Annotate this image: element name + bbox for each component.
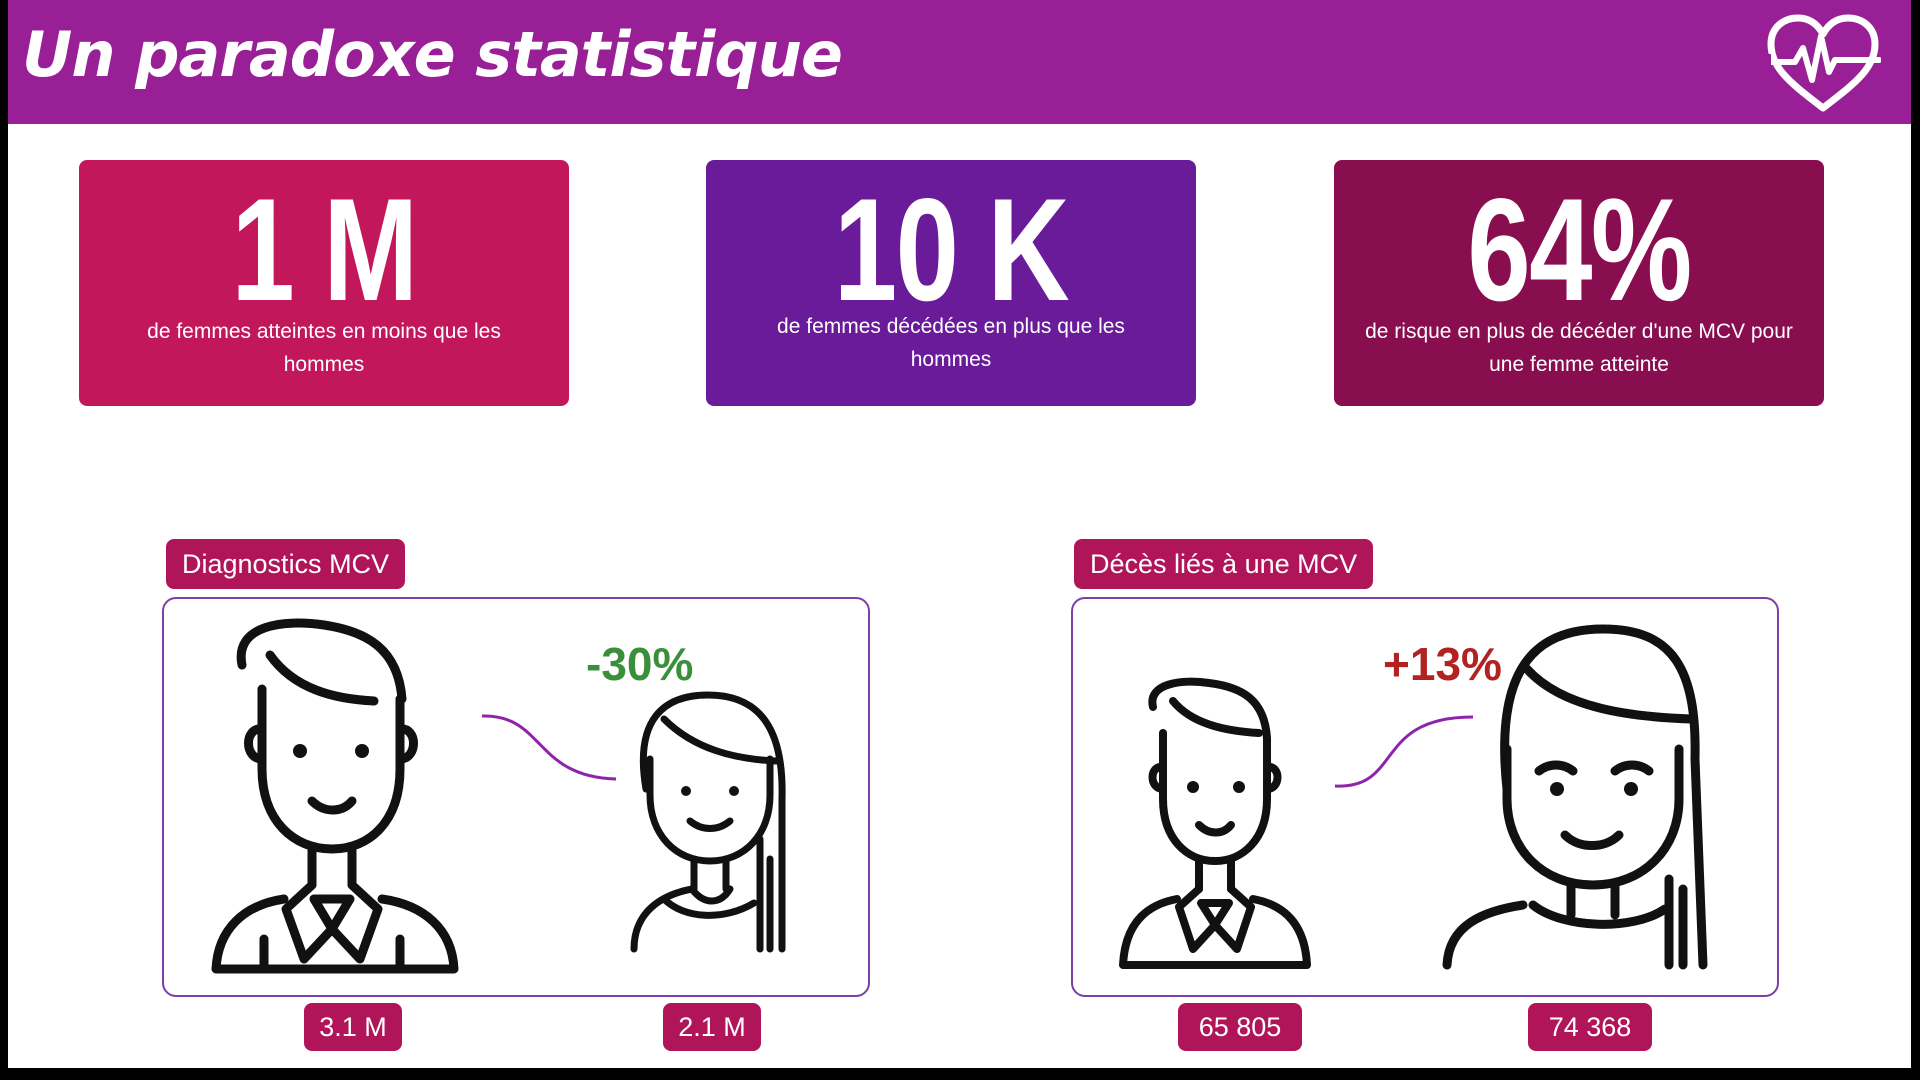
connector-line: [1334, 715, 1474, 788]
stat-value: 10 K: [833, 168, 1070, 331]
stat-card-women-deaths: 10 K de femmes décédées en plus que les …: [706, 160, 1196, 406]
deaths-illustration: [1119, 624, 1708, 970]
diagnostics-panel: -30%: [162, 597, 870, 997]
stat-value: 64%: [1467, 168, 1692, 331]
deaths-label: Décès liés à une MCV: [1074, 539, 1374, 589]
stat-description: de risque en plus de décéder d'une MCV p…: [1365, 320, 1793, 376]
deaths-women-value: 74 368: [1528, 1003, 1652, 1051]
man-avatar-icon: [211, 618, 459, 974]
stat-value: 1 M: [231, 168, 418, 331]
stat-card-women-affected: 1 M de femmes atteintes en moins que les…: [79, 160, 569, 406]
diagnostics-label: Diagnostics MCV: [166, 539, 406, 589]
heart-pulse-icon: [1765, 14, 1881, 112]
deaths-men-value: 65 805: [1178, 1003, 1302, 1051]
man-avatar-icon: [1119, 677, 1311, 969]
diagnostics-change: -30%: [586, 638, 694, 690]
woman-avatar-icon: [630, 691, 786, 953]
page-title: Un paradoxe statistique: [22, 18, 843, 91]
infographic-page: Un paradoxe statistique 1 M de femmes at…: [8, 0, 1911, 1068]
deaths-panel: +13%: [1071, 597, 1779, 997]
diagnostics-men-value: 3.1 M: [304, 1003, 402, 1051]
woman-avatar-icon: [1442, 624, 1708, 970]
stat-card-death-risk: 64% de risque en plus de décéder d'une M…: [1334, 160, 1824, 406]
stat-description: de femmes décédées en plus que les homme…: [777, 315, 1125, 371]
connector-line: [481, 714, 617, 781]
diagnostics-illustration: [211, 618, 786, 974]
stat-description: de femmes atteintes en moins que les hom…: [147, 320, 501, 376]
diagnostics-women-value: 2.1 M: [663, 1003, 761, 1051]
deaths-change: +13%: [1383, 638, 1502, 690]
header-bar: Un paradoxe statistique: [8, 0, 1911, 124]
